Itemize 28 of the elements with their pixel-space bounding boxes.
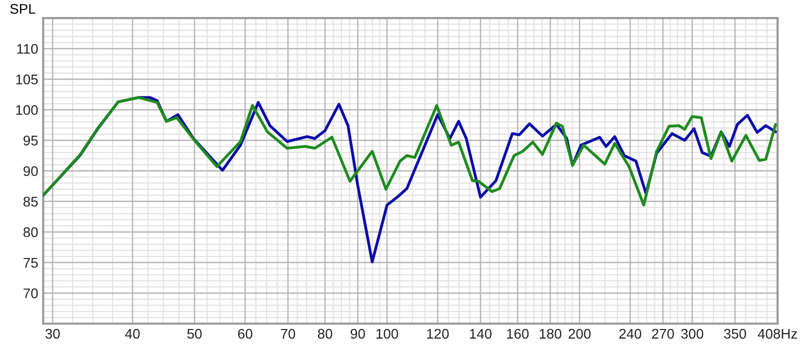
y-tick-label: 85: [23, 196, 38, 207]
x-tick-label: 50: [187, 328, 202, 339]
y-tick-label: 95: [24, 136, 38, 146]
y-tick-label: 110: [17, 44, 38, 54]
x-tick-label: 240: [619, 328, 642, 339]
x-tick-label: 60: [238, 328, 252, 339]
x-tick-label: 100: [376, 328, 398, 339]
x-tick-label: 40: [125, 328, 140, 339]
x-tick-label: 140: [470, 328, 492, 339]
x-tick-label: 80: [318, 328, 332, 339]
x-tick-label: 120: [427, 328, 449, 339]
y-tick-label: 75: [24, 258, 38, 268]
y-tick-label: 80: [23, 227, 38, 238]
x-tick-label: 70: [280, 328, 296, 339]
y-tick-label: 105: [16, 74, 38, 84]
x-tick-label: 30: [45, 328, 60, 339]
x-tick-label: 350: [724, 328, 746, 339]
x-tick-label: 300: [681, 328, 704, 339]
x-tick-label: 90: [350, 328, 365, 339]
x-tick-label: 270: [652, 328, 674, 339]
y-tick-label: 100: [16, 105, 38, 115]
y-axis-title: SPL: [10, 4, 36, 14]
x-tick-label: 408Hz: [758, 328, 797, 339]
y-tick-label: 70: [24, 288, 38, 298]
x-tick-label: 200: [568, 328, 591, 339]
x-tick-label: 180: [540, 328, 562, 339]
x-tick-label: 160: [507, 328, 529, 339]
y-tick-label: 90: [24, 166, 38, 176]
